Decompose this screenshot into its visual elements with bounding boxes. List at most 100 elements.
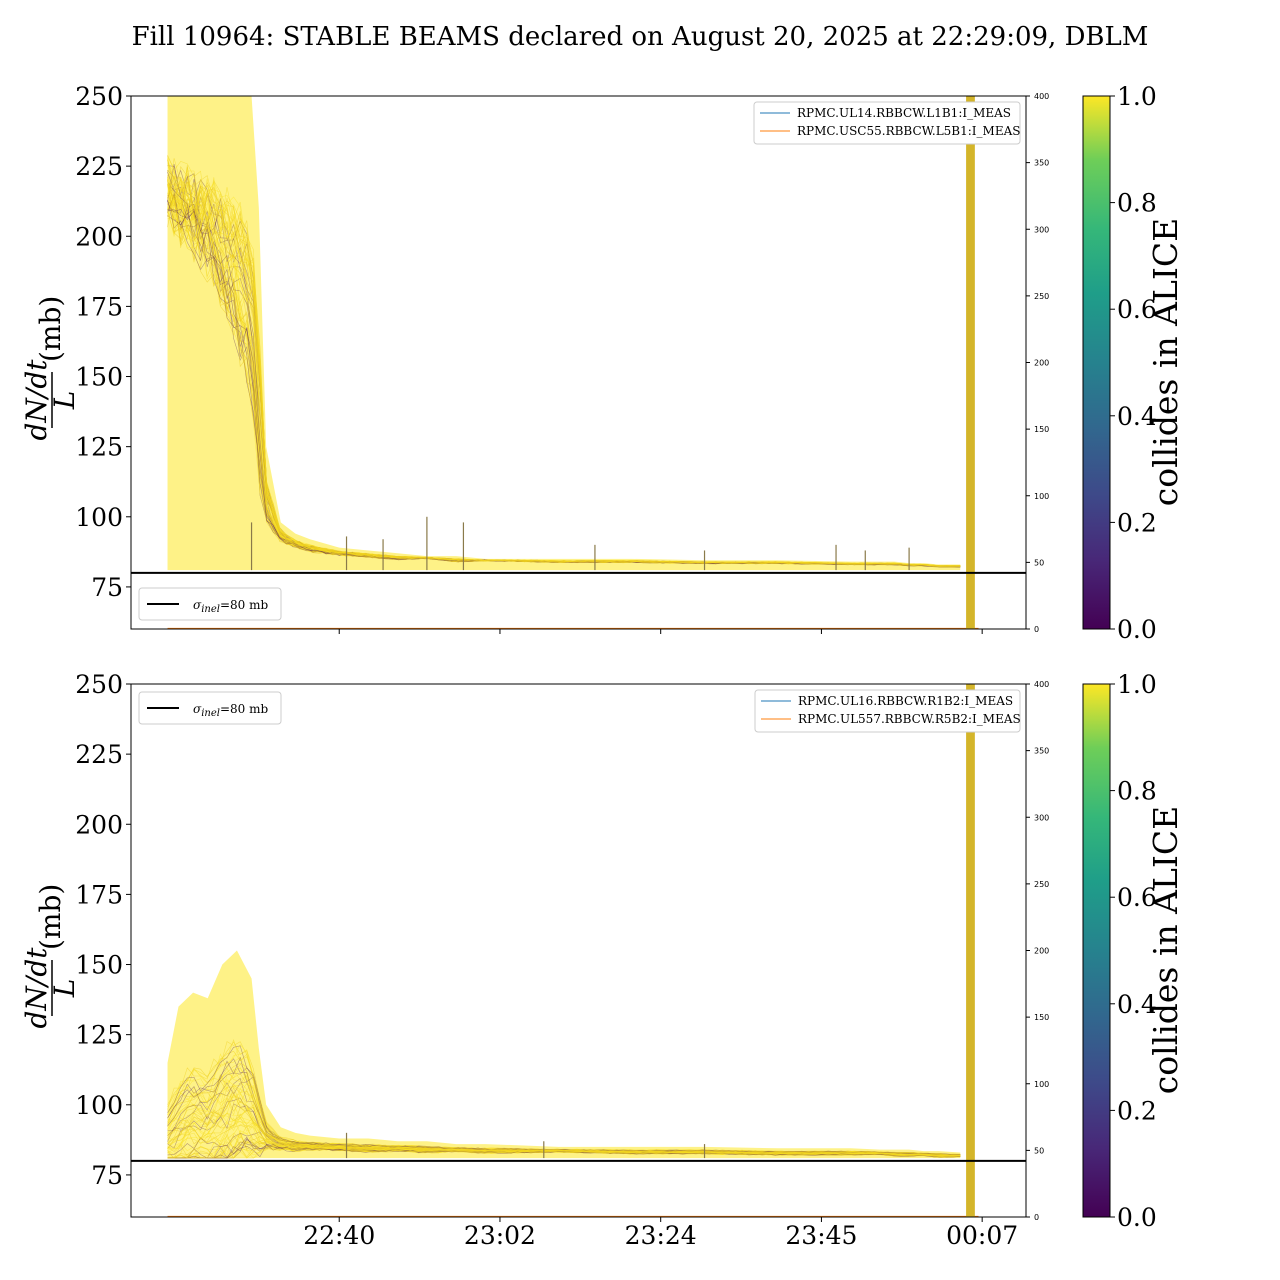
- top-bunch-trace: [167, 183, 961, 568]
- top-bunch-trace: [167, 180, 961, 568]
- top-legend-series-2: RPMC.USC55.RBBCW.L5B1:I_MEAS: [797, 124, 1020, 138]
- top-bunch-trace: [167, 196, 961, 568]
- top-threshold-value: =80 mb: [220, 598, 269, 612]
- top-bunch-trace: [167, 177, 961, 567]
- top-bunch-trace: [167, 181, 961, 567]
- bottom-y-tick-label: 250: [75, 670, 123, 699]
- top-colorbar: 0.0 0.2 0.4 0.6 0.8 1.0 collides in ALICE: [1082, 82, 1185, 644]
- bottom-x-tick-label: 00:07: [946, 1221, 1018, 1250]
- top-bunch-trace: [167, 198, 961, 567]
- bottom-right-tick-label: 200: [1034, 947, 1049, 956]
- bottom-bunch-envelope: [167, 950, 961, 1159]
- top-ylabel-unit: (mb): [34, 296, 67, 362]
- top-bunch-trace: [167, 170, 961, 567]
- bottom-y-ticks: 75 100 125 150 175 200 225 250: [75, 670, 131, 1190]
- bottom-x-tick-label: 23:02: [464, 1221, 536, 1250]
- bottom-y-tick-label: 175: [75, 880, 123, 909]
- top-bunch-trace: [167, 209, 961, 568]
- top-bunch-trace: [167, 160, 961, 567]
- top-bunch-traces: [131, 96, 1026, 629]
- top-bunch-trace: [167, 181, 961, 567]
- top-bunch-trace: [167, 200, 961, 568]
- top-bunch-trace: [167, 212, 961, 568]
- top-bunch-trace: [167, 163, 961, 567]
- bottom-y-tick-label: 150: [75, 951, 123, 980]
- top-colorbar-tick-label: 0.6: [1117, 295, 1157, 324]
- top-panel: 75 100 125 150 175 200 225 250 0 50 100 150 200 250 3…: [20, 82, 1049, 634]
- bottom-right-tick-label: 300: [1034, 813, 1049, 822]
- svg-text:σinel=80 mb: σinel=80 mb: [193, 598, 268, 615]
- top-bunch-trace: [167, 169, 961, 567]
- top-bunch-trace: [167, 184, 961, 568]
- bottom-threshold-subscript: inel: [201, 708, 220, 719]
- top-bunch-trace: [167, 184, 961, 567]
- top-right-axis-ticks: 0 50 100 150 200 250 300 350 400: [1026, 92, 1049, 634]
- bottom-right-series-legend: RPMC.UL16.RBBCW.R1B2:I_MEAS RPMC.UL557.R…: [754, 689, 1021, 733]
- top-bunch-trace: [167, 179, 961, 567]
- bottom-colorbar-gradient: [1082, 683, 1111, 1218]
- top-bunch-trace: [167, 179, 961, 567]
- bottom-x-tick-label: 23:24: [625, 1221, 697, 1250]
- top-ylabel-denominator: L: [48, 391, 81, 411]
- bottom-legend-series-2: RPMC.UL557.RBBCW.R5B2:I_MEAS: [798, 712, 1021, 726]
- top-bunch-trace: [167, 165, 961, 567]
- top-bunch-trace: [167, 169, 961, 567]
- top-bunch-trace: [167, 164, 961, 567]
- bottom-colorbar-tick-label: 1.0: [1117, 670, 1157, 699]
- top-colorbar-tick-label: 0.0: [1117, 615, 1157, 644]
- top-bunch-trace: [167, 197, 961, 568]
- top-bunch-trace: [167, 183, 961, 568]
- top-bunch-trace: [167, 159, 961, 567]
- top-right-tick-label: 0: [1034, 625, 1039, 634]
- bottom-right-tick-label: 0: [1034, 1213, 1039, 1222]
- bottom-x-tick-label: 22:40: [303, 1221, 375, 1250]
- top-colorbar-tick-label: 0.2: [1117, 508, 1157, 537]
- bottom-colorbar-tick-label: 0.4: [1117, 990, 1157, 1019]
- bottom-dump-band: [966, 684, 975, 1217]
- top-x-ticks: [338, 629, 983, 634]
- bottom-x-ticks: 22:40 23:02 23:24 23:45 00:07: [303, 1217, 1018, 1250]
- top-bunch-trace: [167, 180, 961, 568]
- top-bunch-trace: [167, 176, 961, 567]
- top-legend-series-1: RPMC.UL14.RBBCW.L1B1:I_MEAS: [797, 106, 1011, 120]
- top-bunch-trace: [167, 158, 961, 567]
- top-bunch-trace: [167, 176, 961, 568]
- top-colorbar-tick-label: 1.0: [1117, 82, 1157, 111]
- top-colorbar-gradient: [1082, 95, 1111, 630]
- top-bunch-trace: [167, 165, 961, 567]
- top-bunch-trace: [167, 196, 961, 568]
- bottom-y-axis-label: dN/dt L (mb): [20, 884, 81, 1029]
- figure-title: Fill 10964: STABLE BEAMS declared on Aug…: [132, 22, 1149, 52]
- bottom-right-tick-label: 350: [1034, 747, 1049, 756]
- bottom-colorbar-tick-label: 0.8: [1117, 777, 1157, 806]
- bottom-right-tick-label: 400: [1034, 680, 1049, 689]
- top-y-tick-label: 150: [75, 363, 123, 392]
- bottom-colorbar-tick-label: 0.0: [1117, 1203, 1157, 1232]
- top-colorbar-label: collides in ALICE: [1146, 218, 1185, 507]
- bottom-colorbar-ticks: 0.0 0.2 0.4 0.6 0.8 1.0: [1110, 670, 1157, 1232]
- top-bunch-trace: [167, 177, 961, 567]
- bottom-threshold-legend: σinel=80 mb: [138, 691, 282, 725]
- top-bunch-trace: [167, 201, 961, 567]
- top-bunch-trace: [167, 169, 961, 567]
- bottom-panel: 75 100 125 150 175 200 225 250 0 50 100 150 200 250 3…: [20, 670, 1049, 1250]
- top-y-axis-label: dN/dt L (mb): [20, 296, 81, 441]
- top-bunch-trace: [167, 173, 961, 566]
- top-dump-band: [966, 96, 975, 629]
- top-right-tick-label: 50: [1034, 558, 1044, 567]
- bottom-colorbar-tick-label: 0.2: [1117, 1096, 1157, 1125]
- top-y-ticks: 75 100 125 150 175 200 225 250: [75, 82, 131, 602]
- bottom-bunch-trace: [167, 1041, 961, 1155]
- bottom-ylabel-denominator: L: [48, 979, 81, 999]
- top-bunch-trace: [167, 181, 961, 567]
- top-bunch-trace: [167, 173, 961, 567]
- bottom-y-tick-label: 225: [75, 740, 123, 769]
- top-bunch-trace: [167, 198, 961, 567]
- top-bunch-trace: [167, 178, 961, 567]
- bottom-threshold-symbol: σ: [193, 702, 202, 716]
- bottom-legend-series-1: RPMC.UL16.RBBCW.R1B2:I_MEAS: [798, 694, 1013, 708]
- top-bunch-trace: [167, 185, 961, 568]
- top-y-tick-label: 100: [75, 503, 123, 532]
- bottom-right-tick-label: 100: [1034, 1080, 1049, 1089]
- bottom-bunch-trace: [167, 1067, 961, 1156]
